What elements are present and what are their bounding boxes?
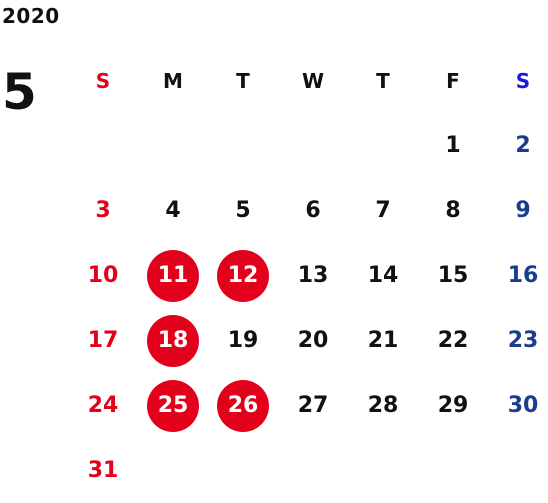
month-number: 5 (2, 63, 37, 121)
day-cell[interactable]: 16 (507, 263, 539, 288)
day-cell[interactable]: 6 (305, 198, 321, 223)
empty-cell (208, 438, 278, 503)
empty-cell (348, 438, 418, 503)
day-cell[interactable]: 29 (437, 393, 469, 418)
day-cell[interactable]: 27 (297, 393, 329, 418)
weekday-header-sun: S (95, 68, 111, 93)
calendar-grid: S M T W T F S 1 2 3 4 5 6 7 8 9 10 11 12 13 14 15 16 17 18 19 20 21… (68, 48, 548, 503)
day-cell[interactable]: 20 (297, 328, 329, 353)
highlighted-day: 25 (147, 379, 199, 432)
day-cell[interactable]: 2 (515, 133, 531, 158)
day-cell[interactable]: 24 (87, 393, 119, 418)
highlighted-day: 11 (147, 249, 199, 302)
day-cell[interactable]: 30 (507, 393, 539, 418)
weekday-header-thu: T (376, 68, 390, 93)
day-cell[interactable]: 23 (507, 328, 539, 353)
day-cell[interactable]: 21 (367, 328, 399, 353)
day-cell[interactable]: 5 (235, 198, 251, 223)
day-cell[interactable]: 19 (227, 328, 259, 353)
empty-cell (68, 113, 138, 178)
day-cell[interactable]: 8 (445, 198, 461, 223)
day-cell[interactable]: 4 (165, 198, 181, 223)
day-cell[interactable]: 11 (138, 243, 208, 308)
year-label: 2020 (2, 4, 60, 28)
day-cell[interactable]: 26 (208, 373, 278, 438)
weekday-header-wed: W (301, 68, 325, 93)
weekday-header-tue: T (236, 68, 250, 93)
empty-cell (278, 438, 348, 503)
day-cell[interactable]: 10 (87, 263, 119, 288)
day-cell[interactable]: 15 (437, 263, 469, 288)
day-cell[interactable]: 31 (87, 458, 119, 483)
day-cell[interactable]: 13 (297, 263, 329, 288)
day-cell[interactable]: 18 (138, 308, 208, 373)
weekday-header-mon: M (163, 68, 183, 93)
empty-cell (278, 113, 348, 178)
day-cell[interactable]: 25 (138, 373, 208, 438)
weekday-header-fri: F (446, 68, 460, 93)
highlighted-day: 18 (147, 314, 199, 367)
day-cell[interactable]: 22 (437, 328, 469, 353)
highlighted-day: 26 (217, 379, 269, 432)
weekday-header-sat: S (515, 68, 531, 93)
empty-cell (138, 438, 208, 503)
empty-cell (488, 438, 548, 503)
empty-cell (138, 113, 208, 178)
day-cell[interactable]: 9 (515, 198, 531, 223)
empty-cell (418, 438, 488, 503)
highlighted-day: 12 (217, 249, 269, 302)
day-cell[interactable]: 3 (95, 198, 111, 223)
day-cell[interactable]: 14 (367, 263, 399, 288)
empty-cell (208, 113, 278, 178)
day-cell[interactable]: 28 (367, 393, 399, 418)
empty-cell (348, 113, 418, 178)
day-cell[interactable]: 17 (87, 328, 119, 353)
day-cell[interactable]: 12 (208, 243, 278, 308)
day-cell[interactable]: 1 (445, 133, 461, 158)
day-cell[interactable]: 7 (375, 198, 391, 223)
